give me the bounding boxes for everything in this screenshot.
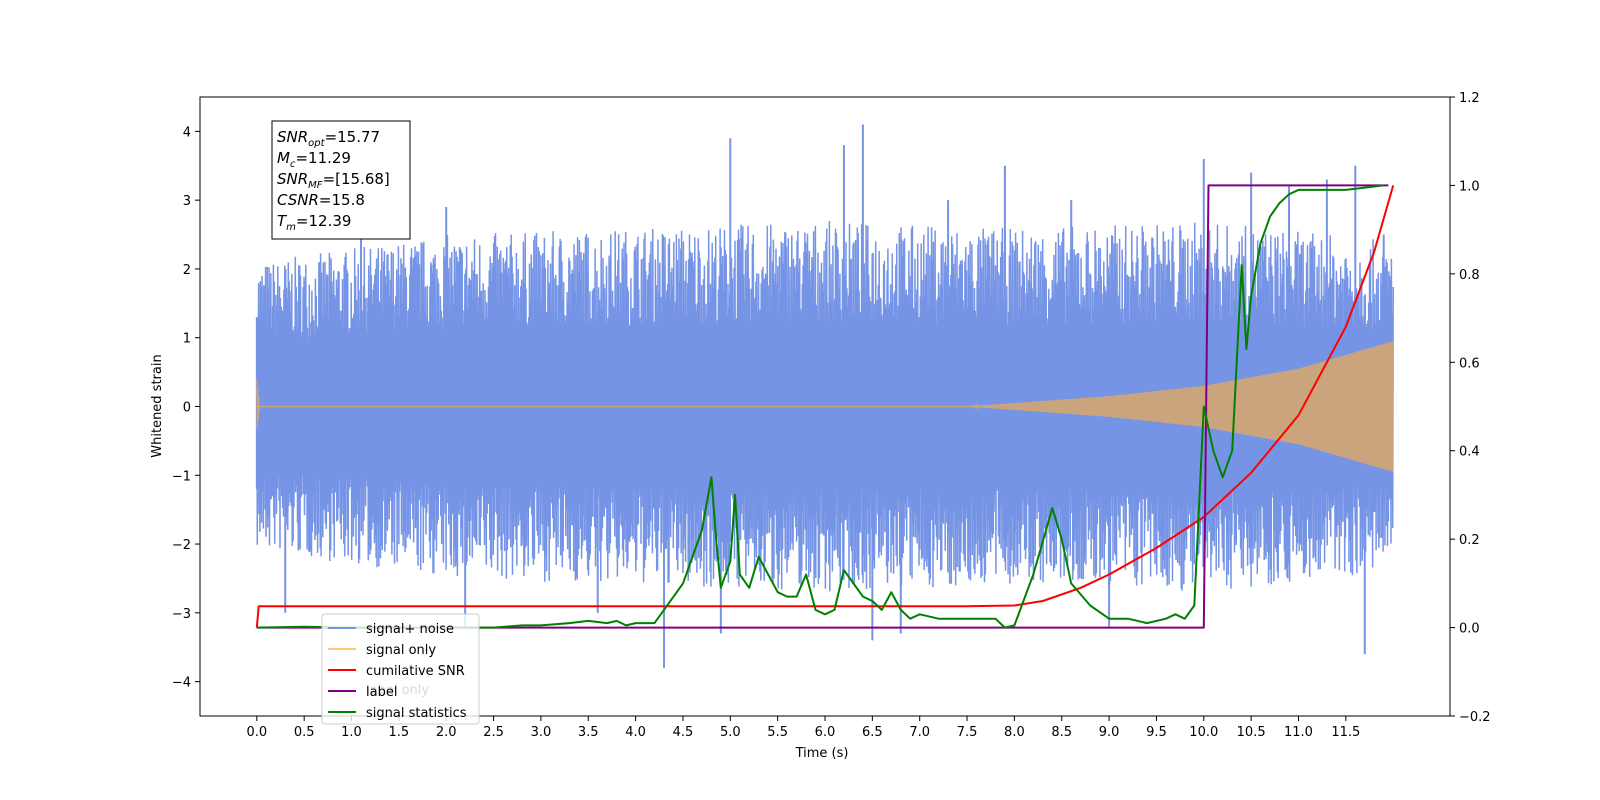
- x-tick-label: 5.5: [767, 725, 788, 740]
- y-right-tick-label: 1.0: [1459, 179, 1480, 194]
- x-tick-label: 10.5: [1237, 725, 1266, 740]
- x-tick-label: 1.5: [389, 725, 410, 740]
- legend: label only signal+ noise signal only cumila…: [321, 613, 480, 725]
- x-tick-label: 1.0: [341, 725, 362, 740]
- signal-statistics-line: [256, 184, 1384, 629]
- cumilative-snr-line: [255, 185, 1395, 628]
- y-tick-label: −2: [172, 538, 191, 553]
- x-tick-label: 10.0: [1189, 725, 1218, 740]
- x-tick-label: 0.0: [246, 725, 267, 740]
- y-tick-label: 0: [183, 401, 191, 416]
- y-right-tick-label: 1.2: [1459, 91, 1480, 106]
- legend-label: signal only: [366, 643, 436, 658]
- x-tick-label: 8.0: [1004, 725, 1025, 740]
- y-right-tick-label: 0.2: [1459, 533, 1480, 548]
- x-tick-label: 5.0: [720, 725, 741, 740]
- y-axis-left: −4 −3 −2 −1 0 1 2 3 4: [172, 125, 200, 691]
- x-tick-label: 4.5: [673, 725, 694, 740]
- x-tick-label: 6.0: [815, 725, 836, 740]
- y-tick-label: −3: [172, 607, 191, 622]
- legend-label: signal statistics: [366, 706, 467, 721]
- x-tick-label: 11.5: [1331, 725, 1360, 740]
- x-tick-label: 6.5: [862, 725, 883, 740]
- x-tick-label: 8.5: [1051, 725, 1072, 740]
- signal-only-layer: [256, 341, 1394, 472]
- y-right-tick-label: 0.0: [1459, 622, 1480, 637]
- legend-label: signal+ noise: [366, 622, 454, 637]
- signal-plus-noise-line: [256, 220, 1394, 592]
- legend-hidden-label: label only: [366, 683, 429, 698]
- x-tick-label: 3.5: [578, 725, 599, 740]
- y-tick-label: 1: [183, 332, 191, 347]
- x-tick-label: 11.0: [1284, 725, 1313, 740]
- annotation-line: SNRopt=15.77: [277, 128, 380, 149]
- annotation-box: SNRopt=15.77Mc=11.29SNRMF=[15.68]CSNR=15…: [271, 120, 411, 240]
- x-tick-label: 9.5: [1146, 725, 1167, 740]
- label-line: [256, 184, 1389, 629]
- y-right-tick-label: 0.4: [1459, 445, 1480, 460]
- x-tick-label: 7.5: [957, 725, 978, 740]
- x-axis: 0.0 0.5 1.0 1.5 2.0 2.5 3.0 3.5 4.0 4.5 5.0 5.5 6.0 6…: [246, 716, 1360, 740]
- signal-only-line: [256, 341, 1394, 472]
- right-axis-series-layer: [255, 184, 1395, 629]
- y-right-tick-label: 0.8: [1459, 268, 1480, 283]
- x-tick-label: 3.0: [531, 725, 552, 740]
- y-right-tick-label: −0.2: [1459, 710, 1491, 725]
- y-tick-label: 2: [183, 263, 191, 278]
- x-tick-label: 7.0: [909, 725, 930, 740]
- x-tick-label: 9.0: [1099, 725, 1120, 740]
- y-right-tick-label: 0.6: [1459, 356, 1480, 371]
- y-axis-label: Whitened strain: [150, 354, 165, 457]
- annotation-line: SNRMF=[15.68]: [277, 170, 390, 191]
- y-tick-label: −1: [172, 469, 191, 484]
- legend-frame: [321, 613, 480, 725]
- y-tick-label: 3: [183, 194, 191, 209]
- x-tick-label: 0.5: [294, 725, 315, 740]
- annotation-line: Mc=11.29: [277, 149, 351, 170]
- y-tick-label: 4: [183, 125, 191, 140]
- legend-label: label: [366, 685, 397, 700]
- annotation-line: Tm=12.39: [277, 212, 351, 233]
- y-tick-label: −4: [172, 676, 191, 691]
- annotation-frame: [271, 120, 411, 240]
- x-tick-label: 2.0: [436, 725, 457, 740]
- annotation-line: CSNR=15.8: [277, 191, 365, 209]
- y-axis-right: −0.2 0.0 0.2 0.4 0.6 0.8 1.0 1.2: [1450, 91, 1491, 725]
- x-tick-label: 4.0: [625, 725, 646, 740]
- legend-label: cumilative SNR: [366, 664, 465, 679]
- x-axis-label: Time (s): [795, 746, 849, 761]
- x-tick-label: 2.5: [483, 725, 504, 740]
